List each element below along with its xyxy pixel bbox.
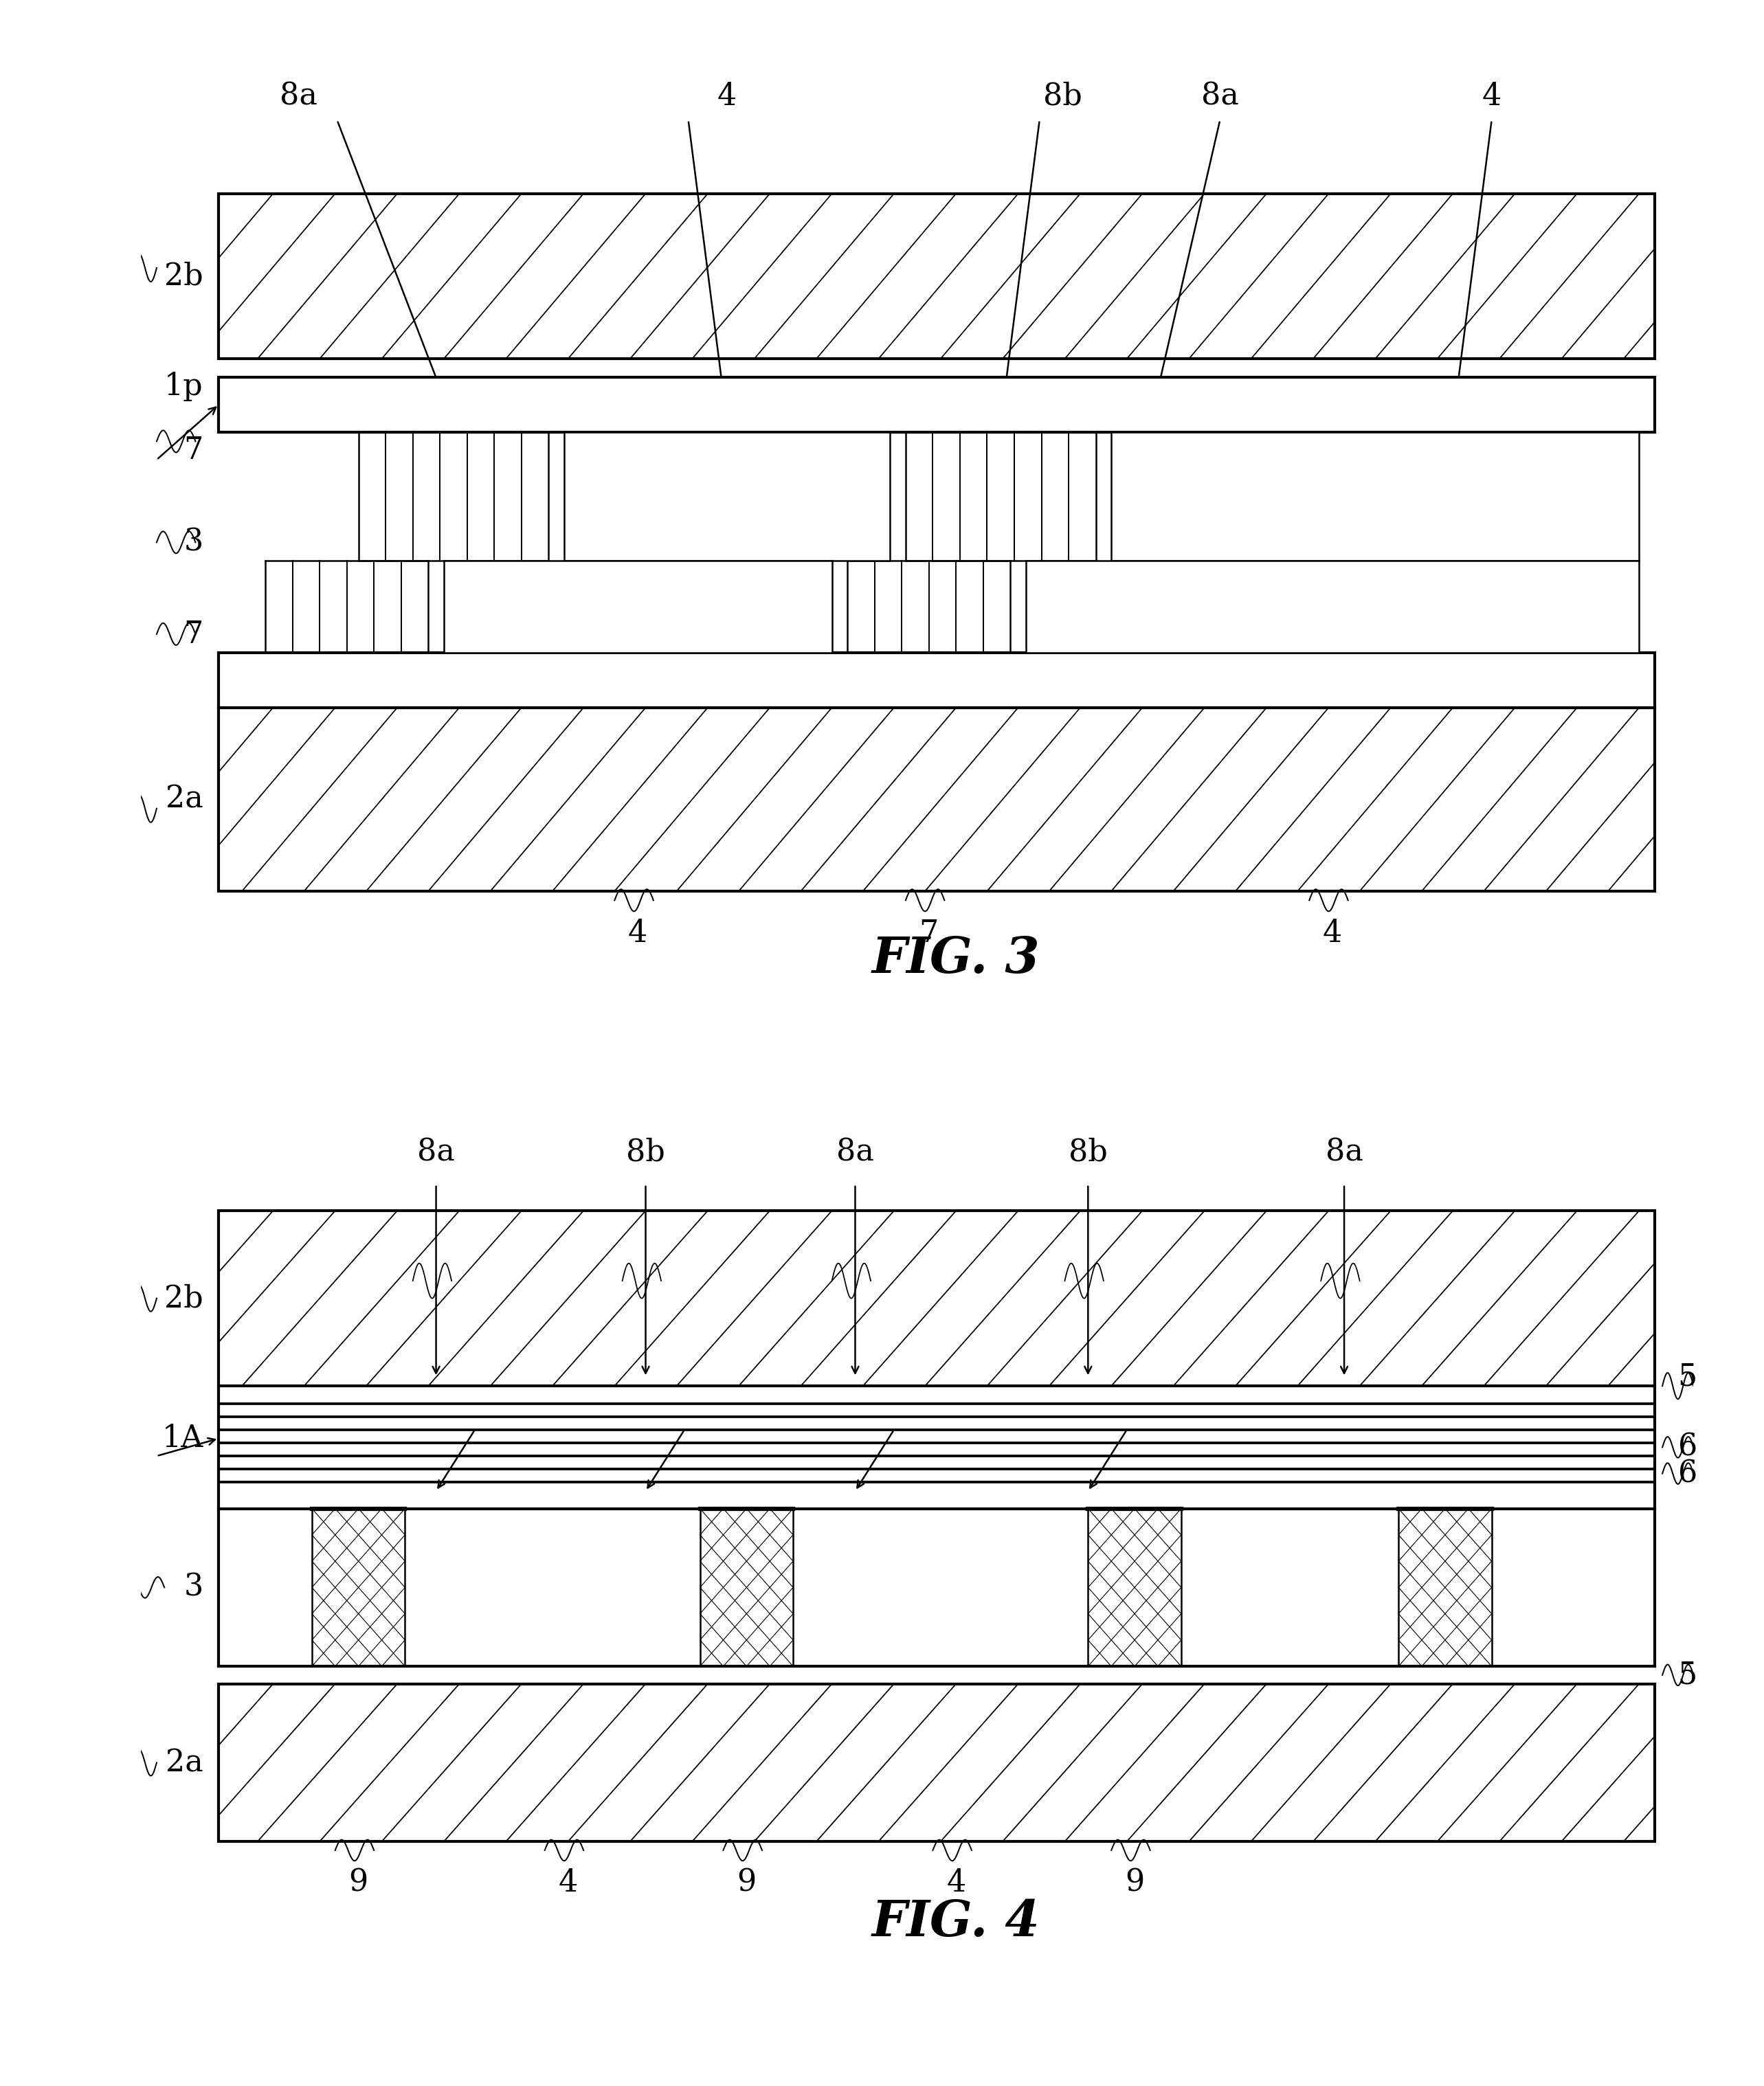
Text: 6: 6	[1678, 1458, 1697, 1489]
Text: 1p: 1p	[164, 371, 203, 401]
Text: 2a: 2a	[166, 784, 203, 814]
Bar	[1399, 1508, 1492, 1667]
Text: 8a: 8a	[418, 1137, 455, 1166]
Bar	[312, 1508, 406, 1667]
Bar	[219, 378, 1655, 432]
Text: 9: 9	[737, 1867, 757, 1898]
Text: 8b: 8b	[626, 1137, 665, 1166]
Bar	[219, 1683, 1655, 1842]
Bar	[219, 194, 1655, 359]
Bar	[1088, 1508, 1182, 1667]
Text: 2a: 2a	[166, 1748, 203, 1777]
Text: 2b: 2b	[164, 1283, 203, 1314]
Text: 7: 7	[919, 918, 938, 949]
Text: FIG. 4: FIG. 4	[871, 1898, 1041, 1946]
Bar	[1399, 1508, 1492, 1667]
Bar	[312, 1508, 406, 1667]
Text: 8a: 8a	[836, 1137, 873, 1166]
Bar	[219, 194, 1655, 359]
Text: 4: 4	[1482, 81, 1501, 111]
Text: 9: 9	[349, 1867, 369, 1898]
Bar	[219, 1210, 1655, 1385]
Bar	[700, 1508, 794, 1667]
Text: 1A: 1A	[162, 1423, 203, 1454]
Text: 2b: 2b	[164, 261, 203, 292]
Text: 3: 3	[183, 528, 203, 557]
Bar	[1027, 561, 1639, 653]
Text: FIG. 3: FIG. 3	[871, 935, 1041, 983]
Text: 5: 5	[1678, 1362, 1697, 1391]
Text: 3: 3	[183, 1573, 203, 1602]
Bar	[219, 1210, 1655, 1385]
Text: 8b: 8b	[1043, 81, 1083, 111]
Bar	[564, 432, 891, 561]
Text: 7: 7	[183, 620, 203, 649]
Text: 4: 4	[557, 1867, 579, 1898]
Bar	[700, 1508, 794, 1667]
Text: 8a: 8a	[279, 81, 318, 111]
Text: 4: 4	[718, 81, 737, 111]
Bar	[445, 561, 833, 653]
Text: 5: 5	[1678, 1660, 1697, 1690]
Bar	[1111, 432, 1639, 561]
Bar	[219, 1508, 1655, 1667]
Text: 8a: 8a	[1325, 1137, 1364, 1166]
Text: 7: 7	[183, 436, 203, 465]
Text: 6: 6	[1678, 1433, 1697, 1462]
Bar	[1088, 1508, 1182, 1667]
Text: 9: 9	[1125, 1867, 1145, 1898]
Text: 4: 4	[1323, 918, 1342, 949]
Bar	[219, 707, 1655, 891]
Text: 4: 4	[946, 1867, 967, 1898]
Bar	[219, 653, 1655, 707]
Bar	[219, 1683, 1655, 1842]
Text: 8b: 8b	[1069, 1137, 1108, 1166]
Text: 8a: 8a	[1201, 81, 1238, 111]
Bar	[219, 707, 1655, 891]
Text: 4: 4	[628, 918, 647, 949]
